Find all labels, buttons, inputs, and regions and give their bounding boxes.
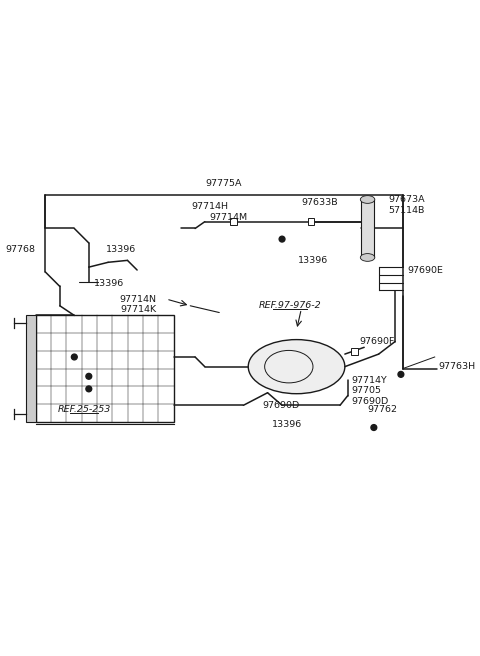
Text: REF.25-253: REF.25-253 — [57, 405, 110, 414]
Circle shape — [86, 386, 92, 392]
Bar — [351, 348, 358, 355]
Text: 97633B: 97633B — [301, 198, 338, 207]
Text: 13396: 13396 — [94, 279, 124, 288]
Text: 13396: 13396 — [106, 245, 136, 255]
Text: 97714K: 97714K — [120, 305, 156, 314]
Text: 97763H: 97763H — [439, 362, 476, 371]
Text: REF.97-976-2: REF.97-976-2 — [258, 301, 321, 310]
Text: 13396: 13396 — [272, 420, 302, 429]
Ellipse shape — [360, 254, 375, 261]
Text: 97714N: 97714N — [120, 295, 156, 304]
Circle shape — [72, 354, 77, 360]
Bar — [36, 316, 174, 422]
Text: 97714H: 97714H — [191, 202, 228, 211]
Text: 97705: 97705 — [352, 386, 382, 396]
Text: 97690F: 97690F — [360, 337, 395, 346]
Bar — [308, 218, 314, 225]
Bar — [230, 218, 237, 225]
Ellipse shape — [248, 340, 345, 394]
Text: 57114B: 57114B — [388, 205, 425, 215]
Circle shape — [398, 371, 404, 377]
Text: 97714Y: 97714Y — [352, 376, 387, 384]
Circle shape — [86, 373, 92, 379]
Text: 97690D: 97690D — [263, 401, 300, 410]
Text: 97775A: 97775A — [206, 178, 242, 188]
Text: 97762: 97762 — [367, 405, 397, 414]
Circle shape — [279, 236, 285, 242]
Text: 97690E: 97690E — [408, 266, 444, 274]
Circle shape — [371, 424, 377, 430]
Ellipse shape — [360, 195, 375, 203]
Text: 97690D: 97690D — [352, 397, 389, 406]
Bar — [361, 199, 374, 257]
Text: 13396: 13396 — [298, 256, 328, 265]
Text: 97673A: 97673A — [388, 195, 425, 204]
Ellipse shape — [264, 350, 313, 383]
Bar — [26, 316, 36, 422]
Text: 97714M: 97714M — [210, 213, 248, 222]
Text: 97768: 97768 — [6, 245, 36, 255]
